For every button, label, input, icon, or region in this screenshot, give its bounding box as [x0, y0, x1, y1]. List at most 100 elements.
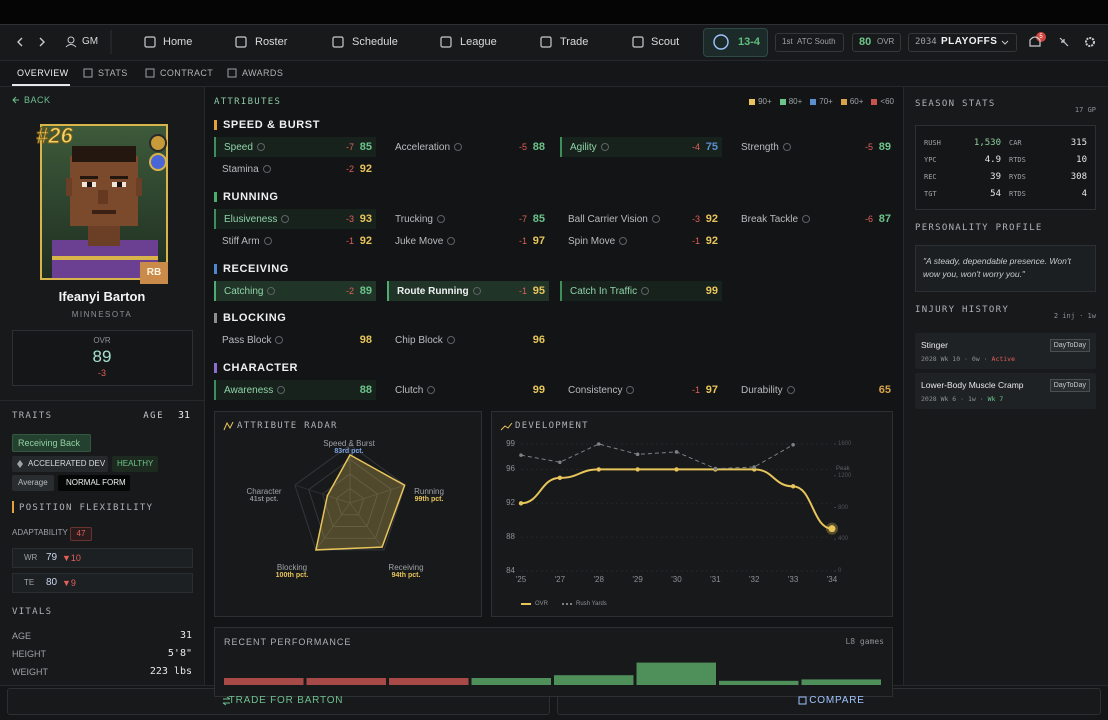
- attribute-name: Trucking: [395, 213, 433, 225]
- info-icon: [281, 215, 290, 223]
- stat-value: 1,530: [973, 138, 1001, 148]
- hair: [72, 146, 136, 162]
- attribute-name: Ball Carrier Vision: [568, 213, 648, 225]
- top-strip: [0, 0, 1108, 24]
- x-tick-label: '28: [593, 575, 604, 584]
- x-tick-label: '34: [826, 575, 838, 584]
- info-icon: [436, 215, 445, 223]
- stat-label: TGT: [924, 190, 937, 198]
- attribute-name: Route Running: [397, 285, 469, 297]
- attribute-value: 89: [359, 285, 372, 297]
- nav-item[interactable]: Trade: [560, 36, 589, 48]
- panel-subtitle: L8 games: [845, 637, 884, 646]
- position-ovr: 79: [46, 552, 58, 563]
- nav-item[interactable]: Home: [163, 36, 193, 48]
- nav-item[interactable]: Roster: [255, 36, 288, 48]
- x-tick-label: '27: [554, 575, 566, 584]
- x-tick-label: '31: [710, 575, 721, 584]
- attribute-name: Catch In Traffic: [570, 285, 638, 297]
- tab[interactable]: AWARDS: [242, 68, 284, 78]
- attribute-name: Stamina: [222, 163, 259, 175]
- x-tick-label: '25: [515, 575, 527, 584]
- attribute-row: Strength -5 89: [733, 137, 895, 157]
- vital-label: WEIGHT: [12, 667, 48, 677]
- attribute-value: 88: [359, 384, 372, 396]
- stat-value: 54: [990, 189, 1001, 199]
- vital-value: 5'8": [167, 648, 192, 659]
- trait-tag: Receiving Back: [18, 438, 81, 448]
- info-icon: [641, 287, 650, 295]
- section-title: ATTRIBUTES: [214, 97, 282, 107]
- position-delta: ▼9: [62, 578, 76, 588]
- notification-count: 5: [1039, 34, 1043, 40]
- attribute-row: Awareness 88: [214, 380, 376, 400]
- group-title: CHARACTER: [223, 362, 299, 374]
- attribute-name: Break Tackle: [741, 213, 799, 225]
- radar-percentile: 83rd pct.: [334, 448, 364, 455]
- vital-value: 31: [179, 630, 192, 641]
- tab[interactable]: STATS: [98, 68, 128, 78]
- attribute-value: 97: [705, 384, 718, 396]
- legend-item: 90+: [749, 95, 772, 109]
- info-icon: [427, 386, 436, 394]
- tag-pill: [12, 456, 108, 472]
- group-title: RECEIVING: [223, 263, 289, 275]
- injury-status: Wk 7: [987, 395, 1004, 403]
- tab[interactable]: OVERVIEW: [17, 68, 69, 78]
- attribute-delta: -1: [345, 236, 354, 246]
- legend-label: Rush Yards: [576, 601, 607, 607]
- attribute-delta: -1: [518, 286, 527, 296]
- attribute-delta: -2: [345, 164, 354, 174]
- adaptability-value: 47: [76, 529, 86, 538]
- group-marker: [214, 264, 217, 274]
- trait-tag: NORMAL FORM: [66, 478, 126, 487]
- attribute-value: 75: [705, 141, 718, 153]
- radar-axis-label: Blocking: [276, 563, 308, 572]
- nav-item[interactable]: Scout: [651, 36, 680, 48]
- attribute-delta: -3: [345, 214, 354, 224]
- radar-percentile: 99th pct.: [414, 496, 444, 503]
- vital-label: HEIGHT: [12, 649, 47, 659]
- nav-item[interactable]: League: [460, 36, 497, 48]
- attribute-value: 65: [878, 384, 891, 396]
- season-box[interactable]: [908, 33, 1017, 52]
- vital-value: 223 lbs: [149, 666, 192, 677]
- tag-pill: [12, 434, 91, 452]
- ovr-value: 89: [92, 347, 112, 366]
- radar-percentile: 41st pct.: [249, 496, 279, 503]
- attribute-value: 92: [705, 213, 718, 225]
- attribute-value: 92: [705, 235, 718, 247]
- info-icon: [447, 237, 456, 245]
- y-tick-label: 88: [506, 532, 515, 542]
- standing-division: ATC South: [797, 37, 836, 46]
- panel-title: ATTRIBUTE RADAR: [237, 421, 338, 431]
- attribute-delta: -3: [691, 214, 700, 224]
- attribute-name: Acceleration: [395, 141, 451, 153]
- attribute-name: Awareness: [224, 384, 274, 396]
- attribute-name: Chip Block: [395, 334, 443, 346]
- back-link[interactable]: BACK: [24, 95, 51, 105]
- attribute-delta: -2: [345, 286, 354, 296]
- group-marker: [214, 313, 217, 323]
- ovr-label: OVR: [93, 336, 111, 345]
- stat-value: 315: [1070, 138, 1087, 148]
- info-icon: [277, 386, 286, 394]
- ovr-delta: -3: [97, 368, 107, 378]
- nav-item[interactable]: Schedule: [352, 36, 398, 48]
- injury-badge: DayToDay: [1049, 379, 1090, 392]
- adaptability-label: ADAPTABILITY: [12, 528, 68, 537]
- legend-label: 70+: [819, 97, 833, 106]
- info-icon: [786, 386, 795, 394]
- attribute-value: 95: [532, 285, 545, 297]
- injury-status: Active: [991, 355, 1016, 363]
- attribute-delta: -5: [864, 142, 873, 152]
- tab[interactable]: CONTRACT: [160, 68, 214, 78]
- radar-axis-label: Running: [414, 487, 444, 496]
- group-marker: [214, 363, 217, 373]
- y-tick-label: 92: [506, 498, 515, 508]
- info-icon: [651, 215, 660, 223]
- attribute-delta: -6: [864, 214, 873, 224]
- radar-percentile: 94th pct.: [391, 572, 421, 579]
- legend-label: OVR: [535, 601, 549, 607]
- injury-summary: 2 inj · 1w: [1053, 312, 1096, 320]
